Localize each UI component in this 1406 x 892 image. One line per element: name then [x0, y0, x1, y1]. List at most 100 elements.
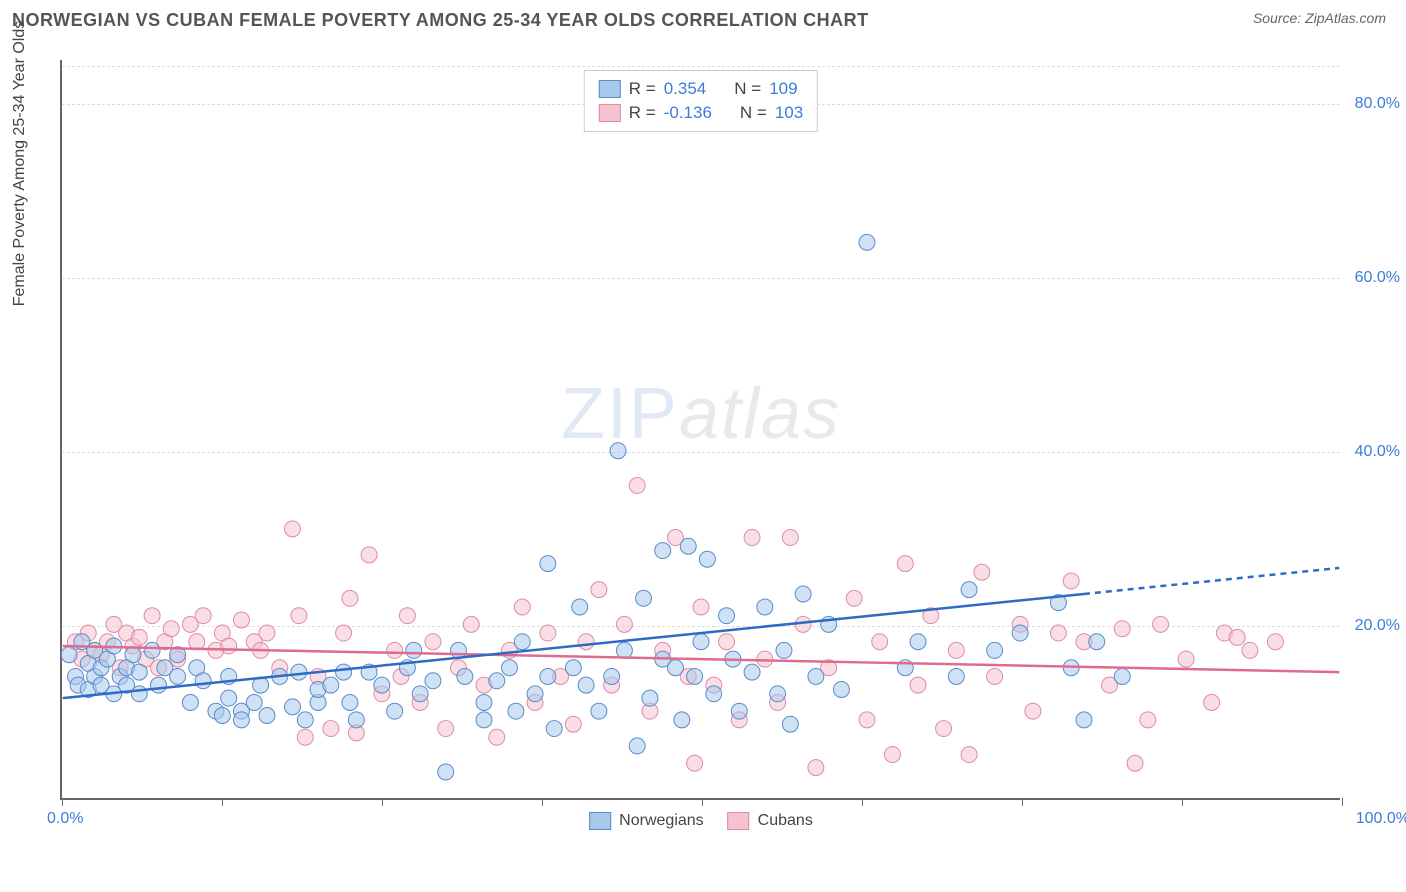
data-point — [629, 738, 645, 754]
data-point — [1076, 712, 1092, 728]
data-point — [387, 703, 403, 719]
data-point — [195, 673, 211, 689]
data-point — [731, 703, 747, 719]
data-point — [285, 699, 301, 715]
data-point — [910, 677, 926, 693]
data-point — [285, 521, 301, 537]
data-point — [1114, 668, 1130, 684]
r-value-norwegians: 0.354 — [664, 79, 707, 99]
data-point — [591, 582, 607, 598]
data-point — [885, 747, 901, 763]
swatch-norwegians-2 — [589, 812, 611, 830]
data-point — [125, 647, 141, 663]
data-point — [706, 686, 722, 702]
data-point — [361, 547, 377, 563]
data-point — [719, 608, 735, 624]
data-point — [565, 716, 581, 732]
legend-row-cubans: R = -0.136 N = 103 — [599, 101, 803, 125]
data-point — [291, 664, 307, 680]
data-point — [757, 599, 773, 615]
data-point — [693, 634, 709, 650]
data-point — [1153, 616, 1169, 632]
data-point — [1114, 621, 1130, 637]
r-label-2: R = — [629, 103, 656, 123]
data-point — [189, 634, 205, 650]
data-point — [221, 638, 237, 654]
data-point — [1242, 642, 1258, 658]
data-point — [527, 686, 543, 702]
data-point — [463, 616, 479, 632]
y-tick-label: 60.0% — [1355, 269, 1400, 287]
data-point — [687, 668, 703, 684]
data-point — [342, 590, 358, 606]
data-point — [514, 634, 530, 650]
data-point — [61, 647, 77, 663]
data-point — [974, 564, 990, 580]
n-value-cubans: 103 — [775, 103, 803, 123]
data-point — [642, 690, 658, 706]
x-axis-max-label: 100.0% — [1356, 810, 1406, 828]
data-point — [221, 690, 237, 706]
data-point — [744, 664, 760, 680]
data-point — [374, 677, 390, 693]
data-point — [699, 551, 715, 567]
data-point — [150, 677, 166, 693]
legend-item-cubans: Cubans — [728, 812, 813, 830]
data-point — [540, 625, 556, 641]
data-point — [144, 608, 160, 624]
data-point — [259, 625, 275, 641]
legend-row-norwegians: R = 0.354 N = 109 — [599, 77, 803, 101]
data-point — [514, 599, 530, 615]
legend-series: Norwegians Cubans — [589, 812, 813, 830]
data-point — [616, 642, 632, 658]
trend-line — [1084, 568, 1339, 594]
data-point — [808, 668, 824, 684]
data-point — [182, 695, 198, 711]
data-point — [412, 686, 428, 702]
data-point — [1204, 695, 1220, 711]
data-point — [948, 668, 964, 684]
data-point — [291, 608, 307, 624]
plot-area: ZIPatlas R = 0.354 N = 109 R = -0.136 N … — [60, 60, 1340, 800]
data-point — [540, 556, 556, 572]
data-point — [616, 616, 632, 632]
data-point — [425, 634, 441, 650]
data-point — [489, 729, 505, 745]
data-point — [489, 673, 505, 689]
data-point — [744, 530, 760, 546]
data-point — [508, 703, 524, 719]
data-point — [297, 712, 313, 728]
data-point — [348, 712, 364, 728]
data-point — [214, 708, 230, 724]
data-point — [323, 721, 339, 737]
data-point — [987, 642, 1003, 658]
legend-item-norwegians: Norwegians — [589, 812, 703, 830]
data-point — [406, 642, 422, 658]
data-point — [897, 556, 913, 572]
data-point — [546, 721, 562, 737]
data-point — [233, 612, 249, 628]
data-point — [233, 712, 249, 728]
data-point — [948, 642, 964, 658]
data-point — [808, 760, 824, 776]
data-point — [476, 712, 492, 728]
chart-header: NORWEGIAN VS CUBAN FEMALE POVERTY AMONG … — [0, 0, 1406, 39]
data-point — [770, 686, 786, 702]
n-label: N = — [734, 79, 761, 99]
data-point — [776, 642, 792, 658]
data-point — [297, 729, 313, 745]
data-point — [1089, 634, 1105, 650]
r-value-cubans: -0.136 — [664, 103, 712, 123]
legend-label-norwegians: Norwegians — [619, 812, 703, 830]
data-point — [259, 708, 275, 724]
y-axis-label: Female Poverty Among 25-34 Year Olds — [11, 21, 29, 307]
data-point — [859, 712, 875, 728]
y-tick-label: 40.0% — [1355, 443, 1400, 461]
data-point — [719, 634, 735, 650]
data-point — [131, 686, 147, 702]
y-tick-label: 20.0% — [1355, 617, 1400, 635]
data-point — [323, 677, 339, 693]
data-point — [872, 634, 888, 650]
swatch-cubans — [599, 104, 621, 122]
data-point — [572, 599, 588, 615]
